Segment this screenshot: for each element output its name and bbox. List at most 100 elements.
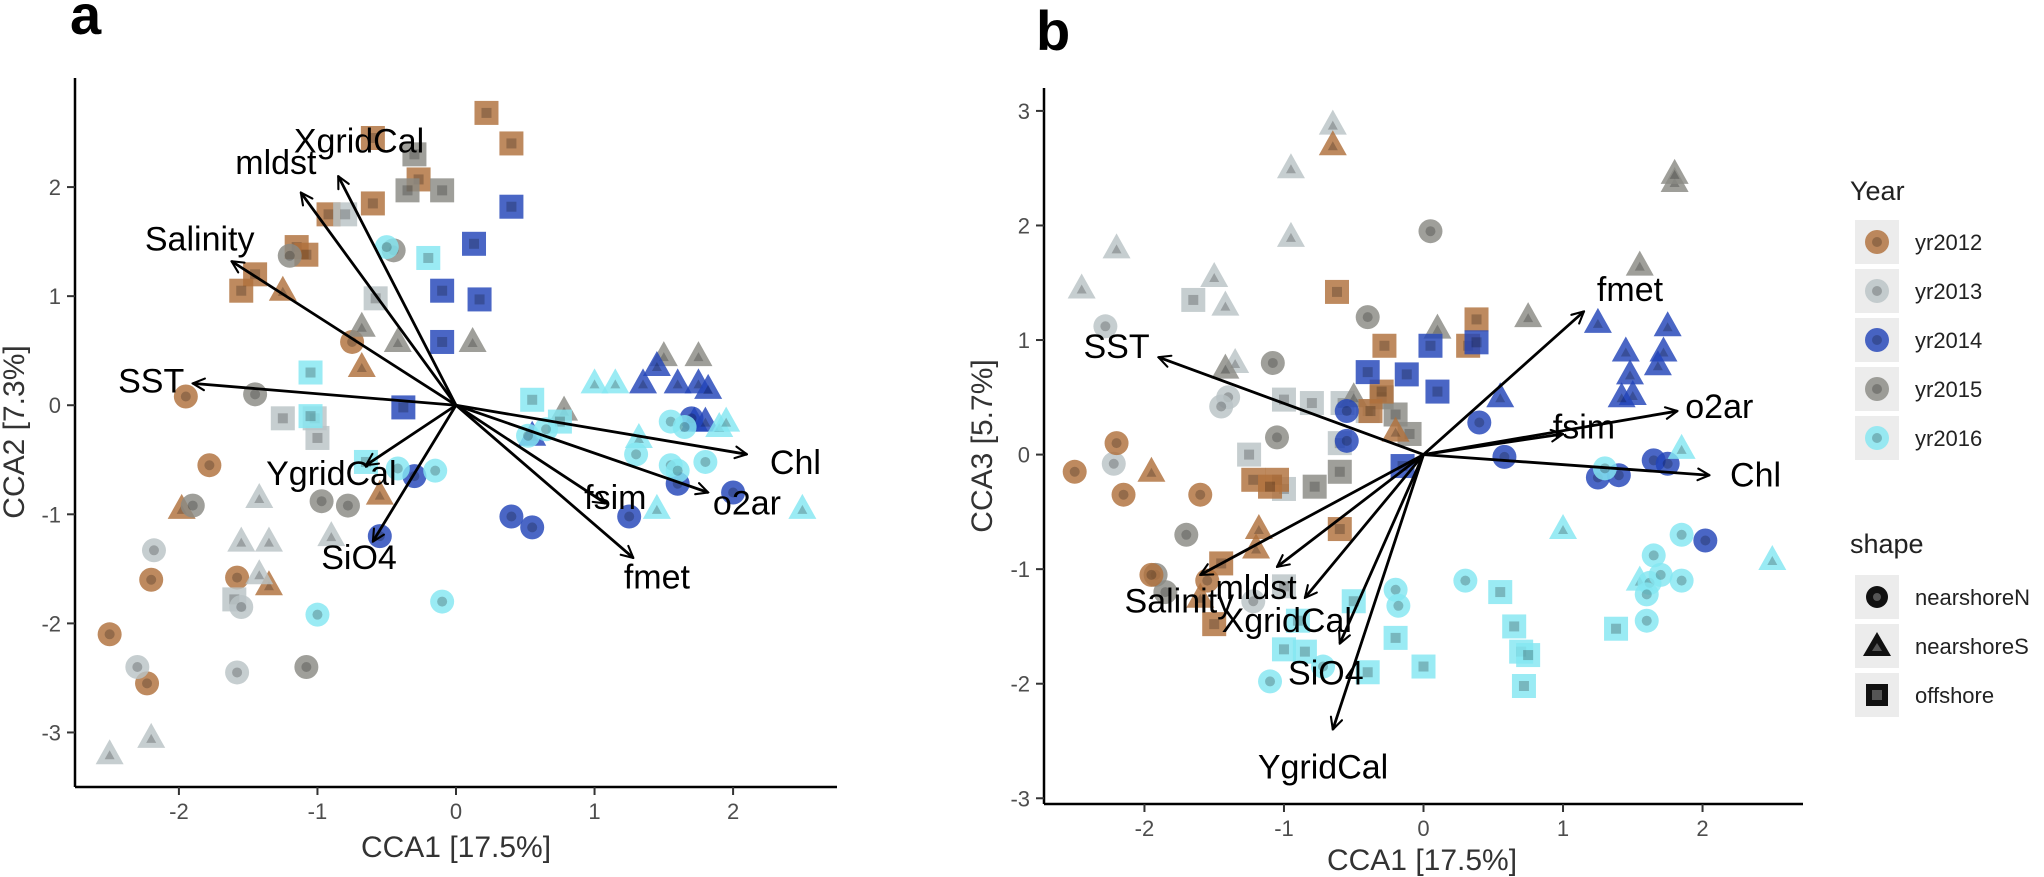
legend-item-yr2013: yr2013: [1855, 269, 1982, 313]
panel-b-point-yr2014-offshore: [1418, 333, 1443, 358]
legend-year-label: yr2015: [1915, 377, 1982, 402]
panel-b-point-yr2014-nearshoreN: [1693, 528, 1718, 553]
panel-label-b: b: [1036, 0, 1070, 62]
panel-b-vector-label-XgridCal: XgridCal: [1222, 602, 1352, 640]
legend-year-label: yr2013: [1915, 279, 1982, 304]
panel-b-point-yr2013-nearshoreN: [1209, 394, 1234, 419]
panel-a-point-yr2013-nearshoreS: [245, 482, 274, 508]
panel-b-point-yr2014-nearshoreN: [1467, 410, 1492, 435]
panel-a-point-yr2016-nearshoreS: [642, 493, 671, 519]
panel-b-point-yr2012-offshore: [1372, 333, 1397, 358]
panel-b-point-yr2014-nearshoreS: [1611, 336, 1640, 362]
legend-item-yr2014: yr2014: [1855, 318, 1982, 362]
panel-b-x-axis-title: CCA1 [17.5%]: [1327, 844, 1517, 877]
panel-a-x-tick-label: -1: [308, 799, 328, 824]
panel-b-point-yr2013-nearshoreS: [1200, 262, 1229, 288]
panel-b-vector-label-Chl: Chl: [1730, 456, 1781, 494]
panel-a-point-yr2016-nearshoreN: [672, 415, 697, 440]
panel-b-point-yr2014-nearshoreS: [1653, 311, 1682, 337]
panel-b-point-yr2015-nearshoreN: [1265, 425, 1290, 450]
panel-b-point-yr2012-offshore: [1324, 279, 1349, 304]
panel-a-point-yr2015-nearshoreN: [309, 489, 334, 514]
panel-a-point-yr2015-nearshoreS: [347, 311, 376, 337]
panel-a-point-yr2015-nearshoreN: [294, 655, 319, 680]
panel-a-vector-label-Chl: Chl: [770, 444, 821, 482]
panel-a-vector-label-mldst: mldst: [235, 144, 317, 182]
panel-a-point-yr2015-nearshoreS: [458, 326, 487, 352]
panel-label-a: a: [70, 0, 102, 46]
panel-b-point-yr2012-offshore: [1202, 612, 1227, 637]
panel-a-point-yr2014-nearshoreN: [499, 504, 524, 529]
panel-a-vector-arrow-fmet: [455, 404, 633, 558]
legend-year-label: yr2012: [1915, 230, 1982, 255]
panel-b-point-yr2012-nearshoreN: [1111, 482, 1136, 507]
panel-b-point-yr2016-nearshoreN: [1669, 568, 1694, 593]
legend-year-items: yr2012 yr2013 yr2014 yr2015 yr2016: [1855, 220, 1982, 460]
panel-a-ticks: -2 -1 0 1 2 -3 -2 -1 0 1 2: [41, 175, 739, 824]
panel-b-y-tick-label: -3: [1010, 786, 1030, 811]
panel-b-point-yr2015-nearshoreN: [1174, 522, 1199, 547]
panel-b-point-yr2016-offshore: [1355, 660, 1380, 685]
panel-a-point-yr2016-nearshoreS: [580, 368, 609, 394]
panel-a-vector-arrow-YgridCal: [366, 404, 457, 465]
panel-a-point-yr2016-offshore: [416, 245, 441, 270]
legend-item-offshore: offshore: [1855, 673, 1994, 717]
panel-b-x-tick-label: -2: [1135, 816, 1155, 841]
panel-a-vector-label-SiO4: SiO4: [321, 539, 397, 577]
panel-a-x-tick-label: -2: [169, 799, 189, 824]
panel-b-plot: fmetSSTfsimo2arChlSalinitymldstXgridCalS…: [966, 88, 1803, 877]
panel-b-point-yr2016-offshore: [1411, 654, 1436, 679]
panel-b-point-yr2012-nearshoreS: [1137, 456, 1166, 482]
panel-b-point-yr2016-nearshoreN: [1641, 543, 1666, 568]
panel-a-point-yr2015-nearshoreN: [335, 493, 360, 518]
panel-b-point-yr2016-nearshoreN: [1634, 608, 1659, 633]
panel-a-point-yr2012-nearshoreN: [97, 622, 122, 647]
panel-b-point-yr2014-nearshoreS: [1607, 382, 1636, 408]
panel-b-point-yr2016-nearshoreS: [1549, 514, 1578, 540]
panel-b-vector-label-Salinity: Salinity: [1125, 583, 1235, 621]
panel-a-point-yr2015-nearshoreS: [684, 341, 713, 367]
panel-b-point-yr2015-nearshoreS: [1514, 302, 1543, 328]
panel-a-point-yr2014-offshore: [499, 194, 524, 219]
panel-a-vector-label-fsim: fsim: [584, 479, 646, 517]
panel-b-point-yr2016-offshore: [1604, 616, 1629, 641]
panel-b-point-yr2013-nearshoreN: [1241, 589, 1266, 614]
legend-shape-label: nearshoreS: [1915, 634, 2029, 659]
panel-b-point-yr2012-offshore: [1358, 399, 1383, 424]
panel-b-point-yr2015-offshore: [1327, 459, 1352, 484]
panel-a-point-yr2015-offshore: [395, 178, 420, 203]
panel-a-x-tick-label: 1: [588, 799, 600, 824]
panel-b-point-yr2013-offshore: [1237, 442, 1262, 467]
panel-a-point-yr2013-offshore: [305, 425, 330, 450]
panel-a-point-yr2014-nearshoreN: [617, 504, 642, 529]
panel-a-y-tick-label: -1: [41, 502, 61, 527]
panel-b-vector-arrow-Salinity: [1200, 453, 1425, 577]
panel-a-point-yr2012-nearshoreS: [347, 352, 376, 378]
panel-b-x-tick-label: 1: [1557, 816, 1569, 841]
panel-a-point-yr2012-offshore: [360, 191, 385, 216]
panel-b-point-yr2016-offshore: [1383, 625, 1408, 650]
panel-b-point-yr2016-nearshoreN: [1258, 669, 1283, 694]
panel-a-point-yr2016-nearshoreN: [423, 458, 448, 483]
panel-b-vector-label-fmet: fmet: [1597, 271, 1664, 309]
panel-b-point-yr2016-offshore: [1516, 643, 1541, 668]
panel-a-point-yr2013-nearshoreS: [227, 526, 256, 552]
panel-a-point-yr2016-offshore: [520, 387, 545, 412]
panel-a-point-yr2014-nearshoreN: [721, 480, 746, 505]
panel-a-point-yr2013-nearshoreN: [229, 595, 254, 620]
panel-b-point-yr2016-nearshoreN: [1669, 522, 1694, 547]
panel-a-point-yr2014-offshore: [430, 278, 455, 303]
panel-a-point-yr2012-nearshoreN: [197, 453, 222, 478]
panel-a-point-yr2015-offshore: [402, 142, 427, 167]
panel-a-point-yr2014-offshore: [467, 287, 492, 312]
legend-shape-items: nearshoreN nearshoreS offshore: [1855, 575, 2030, 717]
legend-item-nearshoreN: nearshoreN: [1855, 575, 2030, 619]
panel-a-vector-label-XgridCal: XgridCal: [294, 122, 424, 160]
panel-b-point-yr2015-nearshoreN: [1355, 305, 1380, 330]
panel-a-point-yr2012-offshore: [499, 131, 524, 156]
panel-a-vector-label-o2ar: o2ar: [713, 485, 781, 523]
legend-item-nearshoreS: nearshoreS: [1855, 624, 2029, 668]
legend-shape-label: nearshoreN: [1915, 585, 2030, 610]
panel-a-vector-arrow-mldst: [301, 193, 458, 407]
